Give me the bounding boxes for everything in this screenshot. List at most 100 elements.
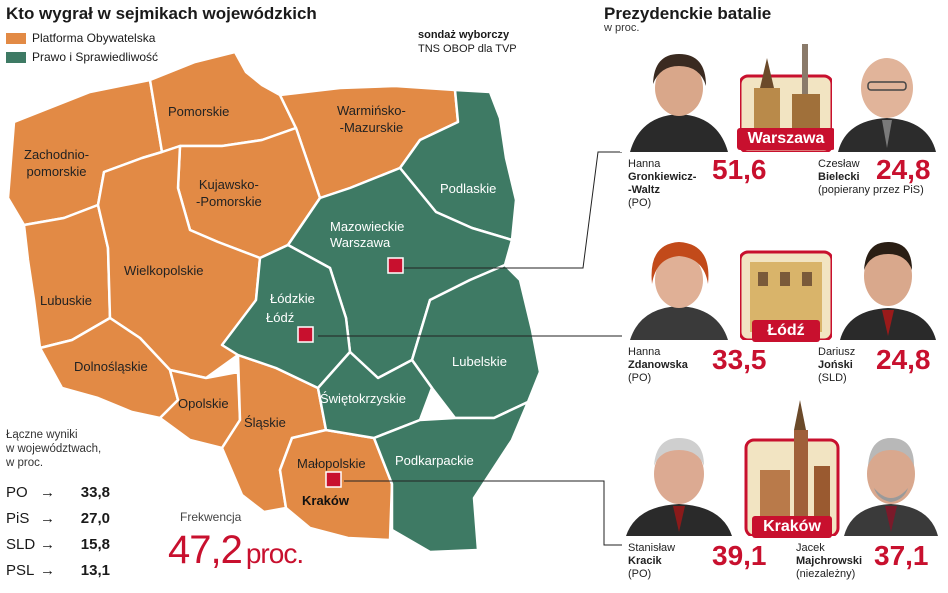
- arrow-icon: →: [40, 484, 55, 501]
- city-photo-lodz: [740, 250, 832, 340]
- candidate-first-name: Dariusz: [818, 346, 856, 358]
- city-badge-lodz: Łódź: [752, 320, 820, 342]
- region-label-warminsko: Warmińsko- -Mazurskie: [337, 102, 406, 136]
- poll-source-line1: sondaż wyborczy: [418, 29, 510, 41]
- candidate-last-name: Kracik: [628, 555, 662, 567]
- candidate-last-name: -Waltz: [628, 184, 660, 196]
- candidate-name-bielecki: Czesław Bielecki (popierany przez PiS): [818, 158, 924, 197]
- city-marker-lodz[interactable]: [297, 326, 314, 343]
- legend-label-po: Platforma Obywatelska: [32, 31, 156, 45]
- region-label-malopolskie: Małopolskie: [297, 456, 366, 471]
- turnout-value: 47,2 proc.: [168, 528, 304, 573]
- legend-item-pis: Prawo i Sprawiedliwość: [6, 50, 158, 64]
- region-label-line: Kujawsko-: [198, 177, 259, 192]
- map-title: Kto wygrał w sejmikach wojewódzkich: [6, 4, 317, 23]
- totals-caption: Łączne wyniki w województwach, w proc.: [6, 428, 101, 470]
- city-marker-warszawa[interactable]: [387, 257, 404, 274]
- region-label-lubuskie: Lubuskie: [40, 293, 93, 308]
- legend-swatch-po: [6, 32, 26, 44]
- candidate-photo-gronkiewicz-waltz: [620, 36, 738, 152]
- total-party: PiS: [6, 510, 30, 527]
- total-value: 27,0: [80, 510, 110, 527]
- region-label-lodzkie: Łódzkie: [270, 291, 315, 306]
- candidate-last-name: Majchrowski: [796, 555, 863, 567]
- candidate-name-kracik: Stanisław Kracik (PO): [628, 542, 675, 581]
- region-label-wielkopolskie: Wielkopolskie: [124, 263, 204, 278]
- region-label-podkarpackie: Podkarpackie: [395, 453, 474, 468]
- legend-label-pis: Prawo i Sprawiedliwość: [32, 50, 159, 64]
- city-label-lodz: Łódź: [266, 310, 295, 325]
- candidate-first-name: Hanna: [628, 346, 661, 358]
- candidate-last-name: Zdanowska: [628, 359, 688, 371]
- presidential-title: Prezydenckie batalie: [604, 4, 772, 23]
- arrow-icon: →: [40, 536, 55, 553]
- candidate-party: (niezależny): [796, 568, 856, 580]
- turnout-caption: Frekwencja: [180, 510, 242, 524]
- candidate-last-name: Bielecki: [818, 171, 860, 183]
- total-row-po: PO → 33,8: [6, 484, 110, 501]
- total-value: 33,8: [80, 484, 110, 501]
- candidate-party: (popierany przez PiS): [818, 184, 924, 196]
- legend-swatch-pis: [6, 51, 26, 63]
- region-label-podlaskie: Podlaskie: [440, 181, 497, 196]
- candidate-photo-zdanowska: [624, 228, 734, 340]
- candidate-last-name: Gronkiewicz-: [628, 171, 697, 183]
- legend-item-po: Platforma Obywatelska: [6, 31, 155, 45]
- candidate-party: (PO): [628, 568, 652, 580]
- candidate-party: (PO): [628, 372, 652, 384]
- total-value: 15,8: [80, 536, 110, 553]
- candidate-photo-jonski: [836, 230, 940, 340]
- region-podkarpackie[interactable]: [372, 400, 530, 554]
- city-marker-krakow[interactable]: [325, 471, 342, 488]
- region-swietokrzyskie[interactable]: [316, 350, 434, 440]
- region-label-line: Zachodnio-: [24, 147, 90, 162]
- total-row-pis: PiS → 27,0: [6, 510, 110, 527]
- candidate-first-name: Stanisław: [628, 542, 676, 554]
- candidate-name-zdanowska: Hanna Zdanowska (PO): [628, 346, 688, 385]
- candidate-first-name: Hanna: [628, 158, 661, 170]
- city-badge-krakow: Kraków: [752, 516, 832, 538]
- candidate-party: (PO): [628, 197, 652, 209]
- candidate-photo-majchrowski: [842, 426, 940, 536]
- total-party: PSL: [6, 562, 35, 579]
- presidential-subtitle: w proc.: [604, 22, 640, 34]
- arrow-icon: →: [40, 510, 55, 527]
- candidate-score-kracik: 39,1: [712, 540, 767, 571]
- arrow-icon: →: [40, 562, 55, 579]
- region-label-slaskie: Śląskie: [244, 415, 286, 430]
- candidate-first-name: Czesław: [818, 158, 860, 170]
- candidate-name-jonski: Dariusz Joński (SLD): [818, 346, 855, 385]
- candidate-party: (SLD): [818, 372, 847, 384]
- total-row-sld: SLD → 15,8: [6, 536, 110, 553]
- total-party: PO: [6, 484, 28, 501]
- region-label-kujawsko: Kujawsko- -Pomorskie: [196, 176, 262, 210]
- city-label-warszawa: Warszawa: [330, 235, 391, 250]
- totals-caption-line: w województwach,: [6, 443, 102, 455]
- region-label-lubelskie: Lubelskie: [452, 354, 507, 369]
- city-label-krakow: Kraków: [302, 493, 349, 508]
- candidate-photo-bielecki: [834, 36, 940, 152]
- region-label-dolnoslaskie: Dolnośląskie: [74, 359, 148, 374]
- region-label-line: pomorskie: [26, 164, 87, 179]
- region-label-opolskie: Opolskie: [178, 396, 229, 411]
- poll-source: sondaż wyborczy TNS OBOP dla TVP: [418, 28, 517, 56]
- pointer-warszawa: [404, 151, 622, 269]
- region-label-swietokrzyskie: Świętokrzyskie: [320, 391, 406, 406]
- region-label-zachodniopomorskie: Zachodnio- pomorskie: [24, 146, 89, 180]
- candidate-last-name: Joński: [818, 359, 853, 371]
- totals-caption-line: Łączne wyniki: [6, 429, 78, 441]
- candidate-score-bielecki: 24,8: [876, 154, 931, 185]
- poll-source-line2: TNS OBOP dla TVP: [418, 43, 517, 55]
- region-label-line: -Pomorskie: [196, 194, 262, 209]
- region-label-pomorskie: Pomorskie: [168, 104, 230, 119]
- turnout-number: 47,2: [168, 528, 243, 572]
- candidate-score-majchrowski: 37,1: [874, 540, 929, 571]
- total-value: 13,1: [80, 562, 110, 579]
- candidate-score-zdanowska: 33,5: [712, 344, 767, 375]
- region-label-line: -Mazurskie: [339, 120, 404, 135]
- candidate-photo-kracik: [622, 426, 736, 536]
- candidate-first-name: Jacek: [796, 542, 825, 554]
- region-label-mazowieckie: Mazowieckie: [330, 219, 405, 234]
- region-label-line: Warmińsko-: [337, 103, 406, 118]
- total-party: SLD: [6, 536, 36, 553]
